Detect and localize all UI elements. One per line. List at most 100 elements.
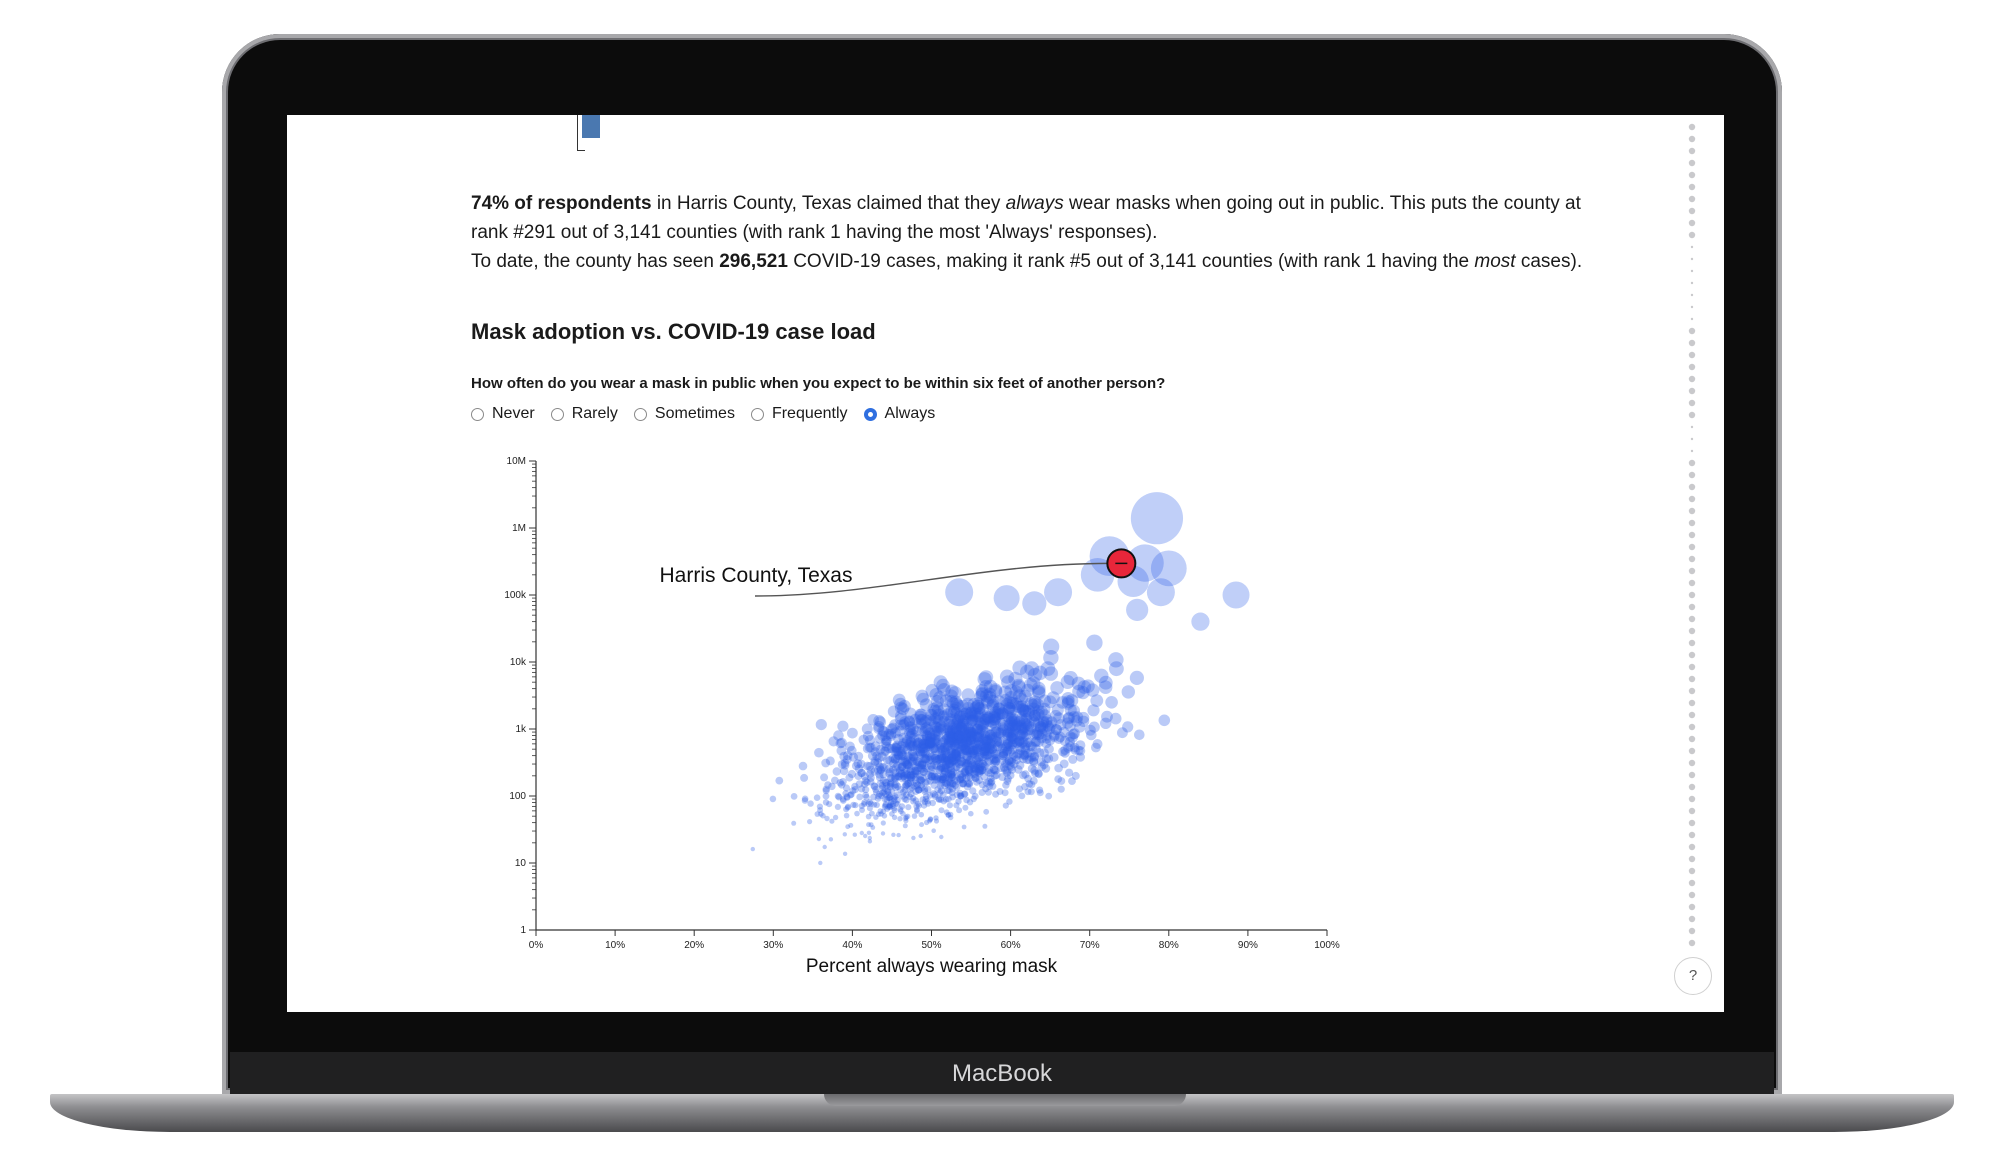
- radio-button[interactable]: [550, 407, 564, 421]
- county-point: [880, 737, 891, 749]
- county-point: [874, 716, 887, 728]
- county-point: [976, 703, 990, 716]
- county-point: [931, 694, 944, 708]
- county-point: [978, 760, 988, 769]
- county-point: [892, 780, 900, 789]
- county-point: [921, 802, 928, 809]
- county-point: [832, 814, 839, 821]
- county-point: [1027, 741, 1038, 752]
- radio-button[interactable]: [471, 407, 484, 421]
- county-point: [1004, 727, 1016, 739]
- county-point: [1041, 725, 1053, 737]
- help-button[interactable]: ?: [1674, 957, 1712, 995]
- county-point: [1057, 785, 1065, 793]
- county-point: [972, 734, 984, 745]
- county-point: [873, 721, 885, 733]
- county-point: [932, 708, 945, 721]
- county-point: [1004, 722, 1015, 734]
- county-point: [1030, 766, 1039, 775]
- county-point: [1006, 696, 1020, 710]
- county-point: [938, 773, 947, 782]
- county-point: [1065, 768, 1074, 777]
- county-point: [933, 715, 945, 727]
- scroll-marker-dot: [1690, 281, 1694, 285]
- radio-button[interactable]: [633, 407, 647, 421]
- county-point: [1043, 666, 1059, 681]
- county-point-large: [1191, 612, 1210, 631]
- county-point: [927, 762, 936, 771]
- county-point: [912, 738, 923, 749]
- x-tick-label: 70%: [1080, 940, 1100, 951]
- county-point: [1003, 696, 1016, 709]
- county-point: [822, 785, 830, 793]
- county-point: [990, 726, 1001, 738]
- county-point: [821, 758, 831, 768]
- scrollbar-track[interactable]: [1686, 123, 1698, 953]
- county-point: [965, 744, 975, 755]
- county-point: [816, 836, 822, 842]
- county-point: [915, 747, 925, 757]
- county-point: [1007, 745, 1017, 755]
- radio-option-frequently[interactable]: Frequently: [750, 405, 848, 423]
- radio-option-rarely[interactable]: Rarely: [550, 405, 618, 423]
- frequency-radio-group: Never Rarely Sometimes Frequently Always: [471, 405, 951, 423]
- county-point: [907, 723, 919, 735]
- county-point: [979, 744, 990, 754]
- radio-button[interactable]: [750, 407, 764, 421]
- county-point: [900, 741, 910, 752]
- county-point: [953, 776, 962, 785]
- county-point: [923, 778, 931, 786]
- county-point: [1018, 792, 1026, 800]
- county-point: [882, 802, 889, 809]
- county-point: [1038, 702, 1051, 716]
- county-point: [982, 779, 991, 787]
- county-point: [962, 758, 972, 768]
- x-tick-label: 20%: [684, 940, 704, 951]
- county-point: [1105, 696, 1118, 709]
- county-point: [1021, 683, 1035, 698]
- county-point: [1020, 742, 1030, 753]
- county-point: [894, 782, 902, 791]
- county-point: [970, 795, 977, 803]
- county-point: [998, 750, 1009, 761]
- county-point: [919, 822, 925, 828]
- radio-option-always[interactable]: Always: [863, 405, 935, 423]
- county-point: [985, 738, 996, 749]
- county-point: [906, 737, 917, 748]
- county-point: [843, 812, 850, 819]
- county-point: [913, 803, 920, 810]
- county-point: [981, 710, 993, 723]
- county-point: [854, 764, 864, 773]
- county-point: [842, 784, 851, 792]
- county-point: [919, 716, 931, 728]
- county-point: [948, 785, 957, 793]
- county-point: [967, 714, 979, 727]
- county-point: [1027, 780, 1036, 789]
- county-point: [956, 789, 964, 797]
- radio-option-sometimes[interactable]: Sometimes: [633, 405, 735, 423]
- county-point: [958, 737, 969, 748]
- county-point: [990, 749, 1000, 759]
- county-point: [814, 747, 824, 758]
- county-point: [1029, 777, 1038, 785]
- county-point: [982, 823, 988, 829]
- county-point: [994, 736, 1005, 747]
- county-point: [1012, 700, 1025, 713]
- county-point: [1018, 754, 1028, 764]
- county-point: [936, 762, 946, 771]
- radio-button-selected[interactable]: [863, 407, 877, 421]
- county-point: [948, 733, 959, 744]
- radio-option-never[interactable]: Never: [471, 405, 535, 423]
- county-point: [929, 704, 942, 717]
- county-point: [900, 771, 908, 780]
- county-point: [1019, 704, 1032, 718]
- county-point: [896, 702, 910, 716]
- county-point: [996, 707, 1009, 720]
- county-point: [915, 713, 927, 726]
- county-point: [917, 764, 926, 773]
- county-point: [807, 819, 813, 825]
- county-point: [1001, 759, 1010, 769]
- county-point: [875, 811, 882, 817]
- county-point: [879, 789, 887, 797]
- county-point: [1003, 719, 1015, 731]
